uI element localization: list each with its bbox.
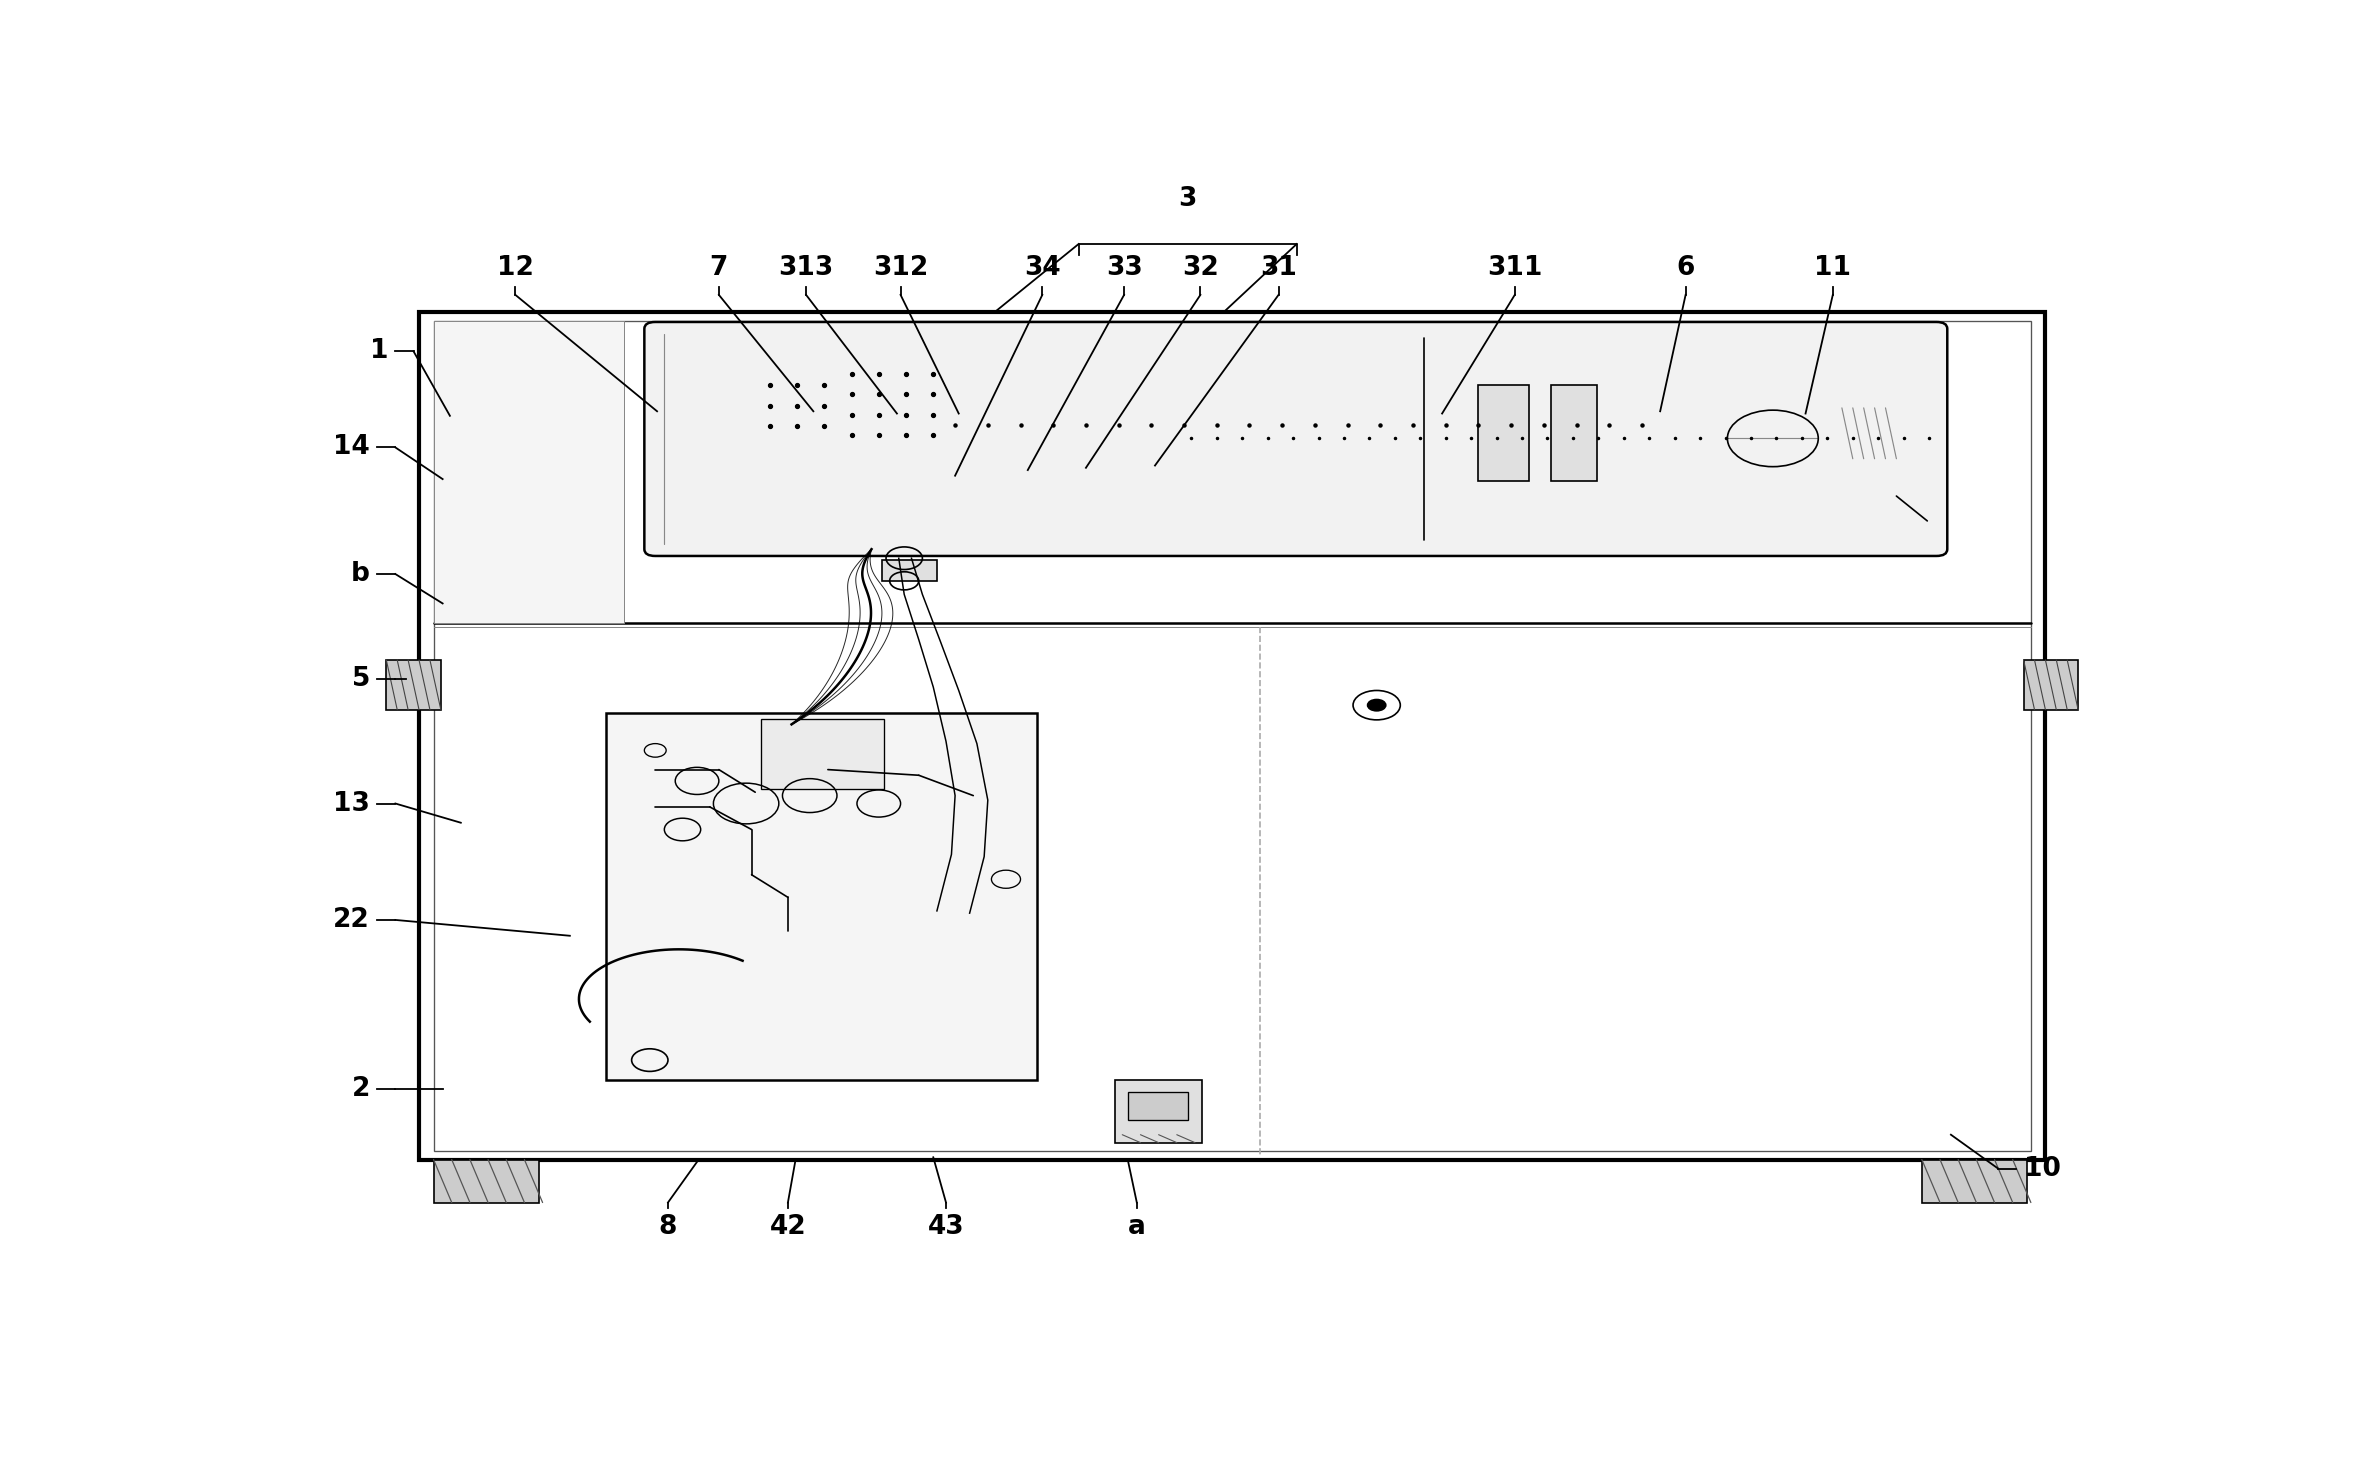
Circle shape: [1366, 700, 1385, 711]
Text: 14: 14: [333, 435, 371, 461]
Text: 313: 313: [779, 255, 833, 282]
Text: 33: 33: [1107, 255, 1142, 282]
Bar: [434, 321, 2032, 1151]
Bar: [434, 321, 625, 622]
Bar: [883, 561, 937, 581]
Bar: [434, 1160, 538, 1202]
Text: 22: 22: [333, 907, 371, 934]
Text: 13: 13: [333, 790, 371, 816]
Text: b: b: [352, 561, 371, 587]
Bar: [1921, 1160, 2027, 1202]
Text: 8: 8: [658, 1214, 677, 1240]
Bar: [1551, 385, 1598, 482]
Bar: [2023, 661, 2079, 709]
Text: 5: 5: [352, 666, 371, 693]
Text: 32: 32: [1182, 255, 1218, 282]
Text: 10: 10: [2023, 1155, 2060, 1182]
Text: 43: 43: [927, 1214, 965, 1240]
Text: 311: 311: [1487, 255, 1543, 282]
Text: 42: 42: [769, 1214, 807, 1240]
Bar: [1128, 1092, 1187, 1120]
Bar: [387, 661, 441, 709]
FancyBboxPatch shape: [644, 321, 1947, 556]
Bar: [1114, 1080, 1201, 1142]
Text: 12: 12: [498, 255, 533, 282]
Text: 6: 6: [1676, 255, 1694, 282]
Text: 1: 1: [371, 338, 387, 364]
Text: 312: 312: [873, 255, 927, 282]
Text: 11: 11: [1815, 255, 1850, 282]
Text: a: a: [1128, 1214, 1145, 1240]
Bar: [607, 713, 1036, 1080]
Text: 3: 3: [1178, 186, 1197, 213]
Text: 34: 34: [1024, 255, 1060, 282]
Bar: [760, 719, 885, 788]
Text: 2: 2: [352, 1076, 371, 1102]
Bar: [420, 311, 2046, 1160]
Text: 7: 7: [710, 255, 727, 282]
Text: 31: 31: [1260, 255, 1298, 282]
Bar: [1477, 385, 1529, 482]
